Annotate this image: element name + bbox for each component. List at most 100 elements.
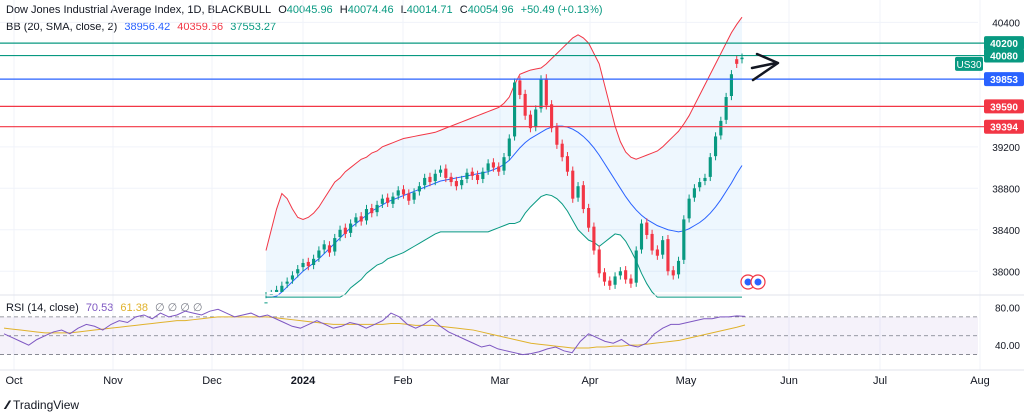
candle-body xyxy=(486,163,490,171)
level-label: 39590 xyxy=(990,102,1018,113)
x-tick-label: Apr xyxy=(581,375,598,387)
candle-body xyxy=(343,227,347,234)
tradingview-logo-icon: ⁄⁄ xyxy=(6,398,9,412)
candle-body xyxy=(687,198,691,219)
open-label: O xyxy=(278,4,287,16)
candle-body xyxy=(581,185,585,210)
candle-body xyxy=(550,104,554,129)
candle-body xyxy=(497,166,501,172)
candle-body xyxy=(481,171,485,179)
candle-body xyxy=(740,57,744,60)
candle-body xyxy=(676,260,681,275)
candle-body xyxy=(364,209,369,221)
candle-body xyxy=(296,269,300,274)
close-label: C xyxy=(459,4,468,16)
x-tick-label: Mar xyxy=(491,375,510,387)
candle-body xyxy=(650,233,654,251)
candles xyxy=(264,53,744,304)
candle-body xyxy=(449,176,453,183)
candle-body xyxy=(470,171,474,176)
rsi-extras: ∅ ∅ ∅ ∅ xyxy=(155,302,203,314)
rsi-line xyxy=(3,308,746,356)
candle-body xyxy=(465,172,469,179)
high-value: 40074.46 xyxy=(347,4,394,16)
candle-body xyxy=(380,198,384,204)
axes: 38000 38400 38800 39200 40400 Oct Nov Dec 2024 Fe… xyxy=(0,18,1024,387)
candle-body xyxy=(423,177,427,186)
y-tick-label: 38800 xyxy=(992,184,1020,195)
y-tick-label: 38000 xyxy=(992,267,1020,278)
y-tick-label: 38400 xyxy=(992,226,1020,237)
level-label: 39394 xyxy=(990,123,1018,134)
candle-body xyxy=(661,240,665,255)
candle-body xyxy=(555,127,559,145)
candle-body xyxy=(592,226,596,251)
candle-body xyxy=(327,245,332,253)
level-label-bg xyxy=(984,72,1024,87)
us-flag-icon-center xyxy=(754,278,762,286)
candle-body xyxy=(729,74,733,96)
candle-body xyxy=(349,223,353,233)
candle-body xyxy=(338,229,342,238)
rsi-tick-label: 80.00 xyxy=(995,303,1020,314)
y-tick-label: 40400 xyxy=(992,18,1020,29)
candle-body xyxy=(528,114,533,129)
candle-body xyxy=(460,180,464,186)
candle-body xyxy=(444,168,448,178)
candle-body xyxy=(682,219,686,260)
rsi-band xyxy=(0,316,978,355)
level-label-bg xyxy=(984,99,1024,114)
high-label: H xyxy=(339,4,348,16)
candle-body xyxy=(475,174,480,180)
candle-body xyxy=(312,258,316,266)
rsi-legend[interactable]: RSI (14, close) 70.53 61.38 ∅ ∅ ∅ ∅ xyxy=(6,301,207,314)
candle-body xyxy=(275,289,279,292)
candle-body xyxy=(576,186,580,198)
candle-body xyxy=(618,271,622,276)
symbol-title[interactable]: Dow Jones Industrial Average Index, 1D, … xyxy=(6,4,272,16)
rsi-tick-label: 40.00 xyxy=(995,341,1020,352)
horizontal-levels[interactable]: 40200 40080 39853 39590 39394 US30 xyxy=(0,36,1024,134)
candle-body xyxy=(597,249,601,274)
level-label: 40080 xyxy=(990,52,1018,63)
candle-body xyxy=(491,162,495,168)
bb-lower-line xyxy=(266,193,742,298)
change-value: +50.49 (+0.13%) xyxy=(520,4,603,16)
level-label: 39853 xyxy=(990,75,1018,86)
level-label: 40200 xyxy=(990,39,1018,50)
candle-body xyxy=(301,262,305,268)
candle-body xyxy=(507,138,511,157)
candle-body xyxy=(322,244,326,250)
rsi-ma-value: 61.38 xyxy=(120,302,148,314)
candle-body xyxy=(634,250,638,283)
candle-body xyxy=(655,249,659,256)
candle-body xyxy=(391,196,395,204)
x-tick-label: Jun xyxy=(780,375,798,387)
bb-label: BB (20, SMA, close, 2) xyxy=(6,21,118,33)
candle-body xyxy=(333,238,337,252)
footer: ⁄⁄ TradingView xyxy=(6,398,79,412)
candle-body xyxy=(417,186,421,192)
candle-body xyxy=(602,272,607,282)
rsi-pane: 80.00 40.00 xyxy=(0,303,1020,356)
x-tick-label: Dec xyxy=(202,375,222,387)
candle-body xyxy=(359,216,363,222)
candle-body xyxy=(613,276,617,285)
level-label-bg xyxy=(984,36,1024,51)
candle-body xyxy=(354,217,358,223)
candle-body xyxy=(666,239,670,272)
candle-body xyxy=(407,193,411,201)
candle-body xyxy=(428,176,432,183)
bb-legend[interactable]: BB (20, SMA, close, 2) 38956.42 40359.56… xyxy=(6,21,280,33)
symbol-tag-bg xyxy=(955,56,983,71)
candle-body xyxy=(513,82,517,137)
x-tick-label: May xyxy=(676,375,697,387)
candle-body xyxy=(645,222,649,235)
low-label: L xyxy=(400,4,407,16)
bb-lower-value: 37553.27 xyxy=(230,21,277,33)
x-tick-label: Aug xyxy=(970,375,990,387)
rsi-label: RSI (14, close) xyxy=(6,302,79,314)
candle-body xyxy=(735,59,739,64)
candle-body xyxy=(708,157,712,177)
